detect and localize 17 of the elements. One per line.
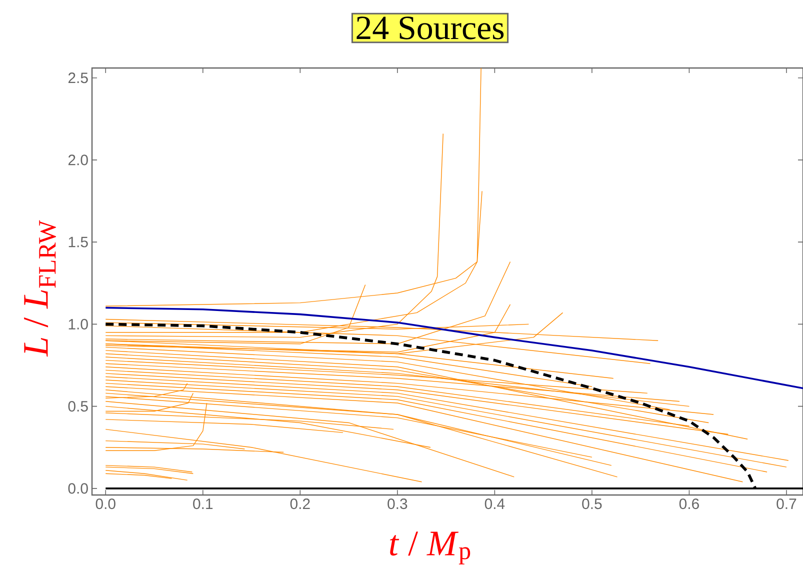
y-axis-title: L / L$_{FLRW}$: [24, 220, 56, 357]
y-tick-label: 2.5: [68, 72, 88, 84]
x-tick-label: 0.4: [484, 498, 505, 510]
y-tick-label: 1.0: [68, 318, 88, 330]
y-tick-label: 0.0: [68, 483, 88, 494]
y-tick-label: 1.5: [68, 236, 88, 248]
chart-title: 24 Sources: [356, 16, 504, 40]
x-tick-label: 0.5: [582, 498, 602, 510]
x-tick-label: 0.3: [388, 498, 408, 510]
x-axis-title: t / M$_{p}$: [390, 532, 470, 564]
x-tick-label: 0.6: [679, 498, 699, 510]
y-tick-label: 0.5: [68, 401, 88, 412]
x-tick-label: 0.7: [776, 498, 796, 510]
y-tick-label: 2.0: [68, 154, 88, 166]
x-tick-label: 0.0: [96, 498, 116, 510]
x-tick-label: 0.2: [290, 498, 310, 510]
x-tick-label: 0.1: [193, 498, 213, 510]
